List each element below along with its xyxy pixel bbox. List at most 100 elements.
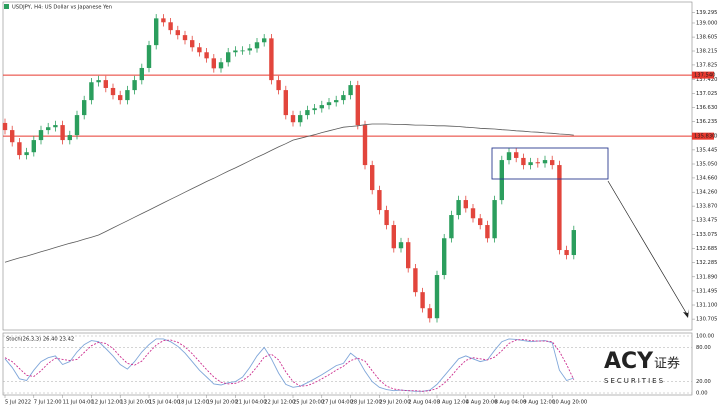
symbol-icon <box>4 4 9 9</box>
y-tick-label: 137.825 <box>696 62 717 68</box>
y-tick-label: 133.870 <box>696 204 717 210</box>
x-tick-label: 2 Aug 04:00 <box>408 400 440 406</box>
candle-body <box>391 225 396 249</box>
projection-arrow <box>607 180 689 317</box>
candle-body <box>355 85 360 126</box>
candle-body <box>204 52 209 59</box>
candle-body <box>449 215 454 239</box>
candle-body <box>406 242 411 269</box>
candle-body <box>413 268 418 293</box>
candle-body <box>125 90 130 101</box>
candle-body <box>132 80 137 91</box>
candle-body <box>305 110 310 116</box>
candle-body <box>17 142 22 156</box>
y-tick-label: 131.495 <box>696 288 717 294</box>
candle-body <box>276 80 281 91</box>
y-tick-label: 134.660 <box>696 175 717 181</box>
candle-body <box>154 18 159 46</box>
candle-body <box>89 82 94 101</box>
candle-body <box>492 200 497 239</box>
y-tick-label: 100.00 <box>696 334 714 340</box>
candle-body <box>384 210 389 226</box>
candle-body <box>269 38 274 81</box>
candle-body <box>398 242 404 249</box>
candle-body <box>211 58 216 69</box>
candle-body <box>564 250 569 256</box>
y-tick-label: 137.420 <box>696 77 717 83</box>
candle-body <box>442 238 447 276</box>
candle-body <box>82 100 87 116</box>
candle-body <box>226 52 231 63</box>
level-tag <box>692 132 714 140</box>
candle-body <box>528 162 533 166</box>
watermark-sub: SECURITIES <box>604 377 665 385</box>
candle-body <box>283 90 288 116</box>
candle-body <box>377 190 382 211</box>
candle-body <box>514 152 519 158</box>
x-tick-label: 21 Jul 04:00 <box>235 400 266 406</box>
candle-body <box>463 200 468 209</box>
y-tick-label: 138.605 <box>696 35 717 41</box>
candle-body <box>456 200 461 216</box>
candle-body <box>2 122 8 131</box>
main-frame <box>2 1 693 331</box>
x-tick-label: 3 Aug 12:00 <box>437 400 469 406</box>
candle-body <box>470 208 476 219</box>
candle-body <box>485 225 490 239</box>
candle-body <box>535 162 540 164</box>
candle-body <box>38 130 44 141</box>
candle-body <box>434 275 440 319</box>
candle-body <box>557 165 562 251</box>
level-tag-label: 135.830 <box>694 134 715 140</box>
x-tick-label: 15 Jul 04:00 <box>149 400 180 406</box>
candle-body <box>233 50 238 53</box>
candle-body <box>312 108 317 111</box>
watermark: ACY 证券 SECURITIES <box>604 349 680 385</box>
candle-body <box>341 95 346 101</box>
plot-layer: 130.705 131.100 131.495 131.890 132.285 132.6… <box>2 10 717 406</box>
candle-body <box>197 47 202 53</box>
y-tick-label: 20.00 <box>696 379 711 385</box>
watermark-brand: ACY <box>604 349 654 374</box>
candle-body <box>161 18 166 23</box>
candle-body <box>571 230 576 256</box>
candle-body <box>175 30 180 36</box>
stoch-title: Stoch(26,3,3) 26.40 23.42 <box>6 337 74 343</box>
y-tick-label: 0.00 <box>696 391 708 397</box>
candle-body <box>326 102 332 106</box>
x-tick-label: 12 Jul 12:00 <box>91 400 122 406</box>
candle-body <box>168 22 173 31</box>
candle-body <box>334 100 339 103</box>
y-tick-label: 137.025 <box>696 91 717 97</box>
y-tick-label: 131.100 <box>696 303 717 309</box>
x-tick-label: 4 Aug 20:00 <box>466 400 498 406</box>
candle-body <box>60 125 65 141</box>
candle-body <box>10 130 15 143</box>
y-tick-label: 139.295 <box>696 10 717 16</box>
candle-body <box>103 80 108 88</box>
candle-body <box>74 115 80 136</box>
candle-body <box>218 62 224 69</box>
y-tick-label: 135.445 <box>696 147 717 153</box>
y-tick-label: 134.260 <box>696 190 717 196</box>
candle-body <box>110 87 116 96</box>
candle-body <box>46 127 51 131</box>
level-tag <box>692 71 714 79</box>
candle-body <box>254 42 260 49</box>
candle-body <box>478 218 483 226</box>
stoch-line <box>4 338 575 392</box>
x-tick-label: 28 Jul 12:00 <box>351 400 382 406</box>
x-tick-label: 19 Jul 20:00 <box>207 400 238 406</box>
candle-body <box>427 308 432 319</box>
candle-body <box>67 135 72 141</box>
candle-body <box>240 50 245 52</box>
candle-body <box>542 160 548 164</box>
y-tick-label: 138.215 <box>696 49 717 55</box>
x-tick-label: 13 Jul 20:00 <box>120 400 151 406</box>
candle-body <box>521 157 526 166</box>
candle-body <box>499 160 504 201</box>
stoch-frame <box>2 332 693 396</box>
y-tick-label: 136.630 <box>696 105 717 111</box>
